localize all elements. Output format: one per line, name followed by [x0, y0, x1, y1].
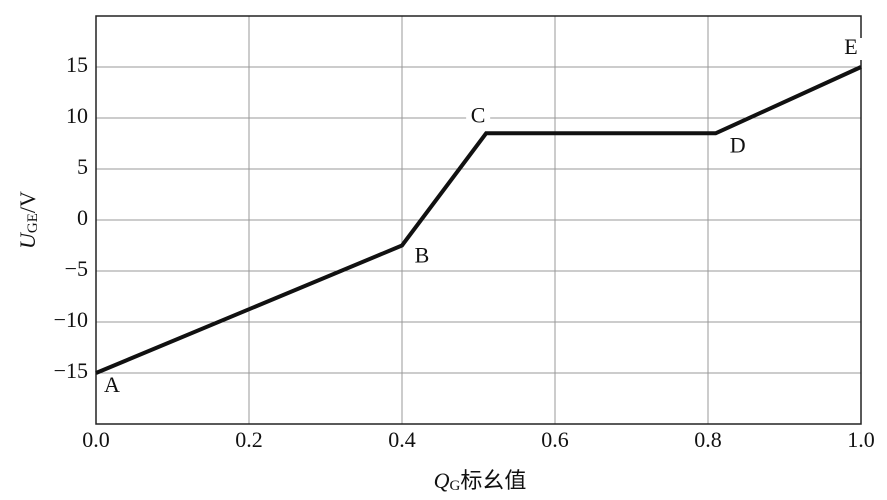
- label-bg: [725, 136, 750, 159]
- x-label-text: 标幺值: [460, 468, 526, 493]
- label-bg: [410, 246, 434, 269]
- x-label-subscript: G: [450, 478, 461, 494]
- x-tick-label: 0.2: [235, 427, 263, 452]
- x-tick-label: 0.4: [388, 427, 416, 452]
- label-bg: [100, 376, 124, 398]
- label-bg: [839, 38, 863, 60]
- y-tick-label: −15: [54, 358, 88, 383]
- x-axis-label: QG标幺值: [434, 468, 527, 494]
- y-tick-label: −10: [54, 307, 88, 332]
- x-label-symbol: Q: [434, 468, 450, 493]
- x-tick-label: 0.0: [82, 427, 110, 452]
- x-tick-label: 0.8: [694, 427, 722, 452]
- y-tick-label: −5: [65, 256, 88, 281]
- y-tick-label: 5: [77, 154, 88, 179]
- y-label-subscript: GE: [25, 213, 41, 233]
- point-label: E: [844, 34, 857, 59]
- y-axis-label: UGE/V: [15, 191, 41, 249]
- y-tick-label: 0: [77, 205, 88, 230]
- point-label: D: [730, 132, 746, 157]
- label-bg: [466, 106, 491, 129]
- point-label: C: [471, 102, 486, 127]
- y-tick-label: 10: [66, 103, 88, 128]
- y-label-unit: /V: [15, 191, 40, 213]
- data-line: [95, 65, 862, 375]
- y-tick-label: 15: [66, 52, 88, 77]
- x-tick-label: 1.0: [847, 427, 875, 452]
- y-label-symbol: U: [15, 231, 40, 249]
- point-label: A: [104, 372, 120, 397]
- plot-frame: [95, 15, 862, 425]
- x-tick-label: 0.6: [541, 427, 569, 452]
- point-label: B: [415, 243, 430, 268]
